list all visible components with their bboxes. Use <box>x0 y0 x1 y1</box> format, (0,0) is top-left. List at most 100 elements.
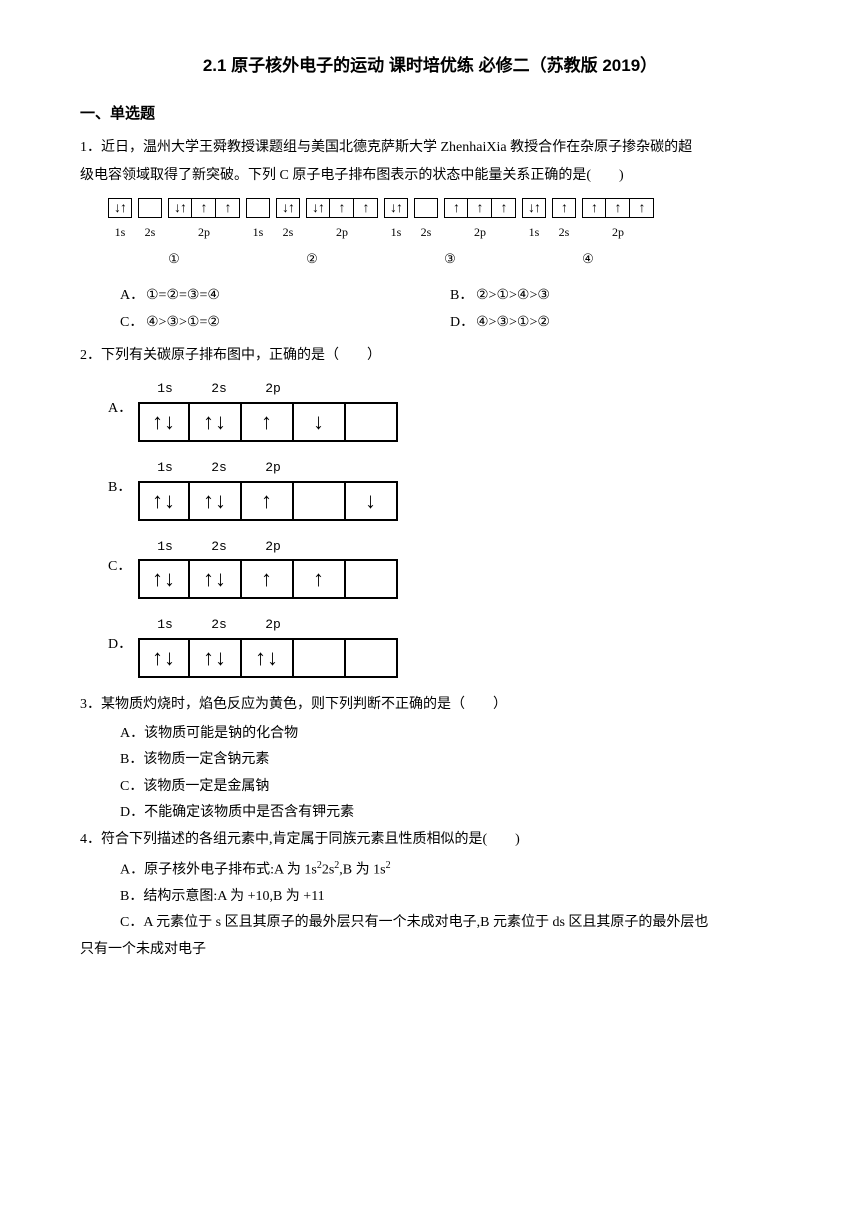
orbital-box <box>346 559 398 599</box>
orbital-box: ↑↓ <box>138 638 190 678</box>
diagram-number: ③ <box>444 247 456 272</box>
q2-options: A．1s2s2p↑↓↑↓↑↓B．1s2s2p↑↓↑↓↑↓C．1s2s2p↑↓↑↓… <box>80 377 780 678</box>
orbital-box: ↑↓ <box>190 402 242 442</box>
orbital-box: ↑↓ <box>138 481 190 521</box>
orbital-label <box>354 535 408 560</box>
opt-letter: A． <box>108 396 138 423</box>
orbital-box: ↑ <box>354 198 378 218</box>
q4-opt-a: A．原子核外电子排布式:A 为 1s22s2,B 为 1s2 <box>80 856 780 884</box>
orbital-group: ↓↑1s2s↓↑↑↑2p① <box>108 198 240 271</box>
orbital-box: ↑ <box>606 198 630 218</box>
orbital-box: ↓↑ <box>108 198 132 218</box>
diagram-number: ④ <box>582 247 594 272</box>
orbital-label: 1s <box>138 456 192 481</box>
orbital-label: 2p <box>246 613 300 638</box>
orbital-box <box>414 198 438 218</box>
orbital-label: 1s <box>138 377 192 402</box>
diagram-number: ① <box>168 247 180 272</box>
orbital-box: ↑ <box>242 402 294 442</box>
orbital-box: ↓↑ <box>384 198 408 218</box>
orbital-box: ↑ <box>582 198 606 218</box>
page-title: 2.1 原子核外电子的运动 课时培优练 必修二（苏教版 2019） <box>80 50 780 82</box>
orbital-label: 1s <box>529 221 540 244</box>
orbital-label: 2s <box>283 221 294 244</box>
orbital-label <box>354 613 408 638</box>
opt-letter: C． <box>120 310 146 337</box>
orbital-box <box>346 402 398 442</box>
orbital-label: 2s <box>421 221 432 244</box>
orbital-label: 2s <box>192 535 246 560</box>
orbital-box: ↑↓ <box>190 638 242 678</box>
q1-opt-d: ④>③>①>② <box>476 315 550 330</box>
orbital-box: ↑ <box>330 198 354 218</box>
orbital-box: ↓ <box>294 402 346 442</box>
orbital-group: ↓↑1s2s↑↑↑2p③ <box>384 198 516 271</box>
orbital-box: ↑↓ <box>138 559 190 599</box>
orbital-label: 2s <box>559 221 570 244</box>
q3-stem: 3．某物质灼烧时，焰色反应为黄色，则下列判断不正确的是（ ） <box>80 692 780 719</box>
orbital-box: ↑ <box>492 198 516 218</box>
q3-opt-b: B．该物质一定含钠元素 <box>80 747 780 774</box>
opt-letter: C． <box>108 554 138 581</box>
q4-stem: 4．符合下列描述的各组元素中,肯定属于同族元素且性质相似的是( ) <box>80 827 780 854</box>
orbital-box: ↑ <box>294 559 346 599</box>
orbital-label: 1s <box>138 535 192 560</box>
orbital-label <box>300 613 354 638</box>
q3-opt-d: D．不能确定该物质中是否含有钾元素 <box>80 800 780 827</box>
orbital-box <box>346 638 398 678</box>
orbital-label: 1s <box>115 221 126 244</box>
orbital-label: 2p <box>246 535 300 560</box>
orbital-box: ↑ <box>192 198 216 218</box>
q4-opt-c-line1: C．A 元素位于 s 区且其原子的最外层只有一个未成对电子,B 元素位于 ds … <box>80 910 780 937</box>
orbital-box: ↓↑ <box>168 198 192 218</box>
q1-options-row1: A．①=②=③=④ B．②>①>④>③ <box>80 283 780 310</box>
orbital-group: ↓↑1s↑2s↑↑↑2p④ <box>522 198 654 271</box>
opt-letter: B． <box>450 283 476 310</box>
opt-letter: D． <box>450 310 476 337</box>
q2-option: C．1s2s2p↑↓↑↓↑↑ <box>80 535 780 600</box>
q3-opt-c: C．该物质一定是金属钠 <box>80 774 780 801</box>
q1-opt-a: ①=②=③=④ <box>146 288 220 303</box>
orbital-label <box>354 456 408 481</box>
orbital-box: ↓↑ <box>522 198 546 218</box>
orbital-label: 2p <box>474 221 486 244</box>
orbital-box: ↑ <box>468 198 492 218</box>
opt-letter: A． <box>120 283 146 310</box>
orbital-box: ↑ <box>552 198 576 218</box>
orbital-label: 2p <box>336 221 348 244</box>
orbital-box: ↑ <box>242 481 294 521</box>
orbital-box: ↑↓ <box>190 559 242 599</box>
orbital-label: 1s <box>138 613 192 638</box>
orbital-label: 1s <box>253 221 264 244</box>
orbital-label: 2s <box>192 456 246 481</box>
orbital-box: ↓ <box>346 481 398 521</box>
opt-letter: D． <box>108 632 138 659</box>
opt-letter: B． <box>108 475 138 502</box>
q4-opt-c-line2: 只有一个未成对电子 <box>80 937 780 964</box>
q2-option: A．1s2s2p↑↓↑↓↑↓ <box>80 377 780 442</box>
orbital-label: 2p <box>246 456 300 481</box>
section-header: 一、单选题 <box>80 100 780 129</box>
q1-stem-line1: 1．近日，温州大学王舜教授课题组与美国北德克萨斯大学 ZhenhaiXia 教授… <box>80 135 780 162</box>
q2-option: D．1s2s2p↑↓↑↓↑↓ <box>80 613 780 678</box>
orbital-box: ↓↑ <box>276 198 300 218</box>
orbital-box: ↑↓ <box>190 481 242 521</box>
orbital-box: ↑ <box>630 198 654 218</box>
q1-options-row2: C．④>③>①=② D．④>③>①>② <box>80 310 780 337</box>
orbital-label <box>354 377 408 402</box>
q4-opt-b: B．结构示意图:A 为 +10,B 为 +11 <box>80 884 780 911</box>
orbital-label <box>300 535 354 560</box>
q1-opt-b: ②>①>④>③ <box>476 288 550 303</box>
orbital-label <box>300 456 354 481</box>
orbital-box: ↑ <box>444 198 468 218</box>
orbital-label: 2s <box>192 613 246 638</box>
orbital-box: ↑ <box>216 198 240 218</box>
orbital-box: ↓↑ <box>306 198 330 218</box>
orbital-box: ↑↓ <box>138 402 190 442</box>
orbital-label: 2p <box>612 221 624 244</box>
q1-opt-c: ④>③>①=② <box>146 315 220 330</box>
q2-stem: 2．下列有关碳原子排布图中，正确的是（ ） <box>80 343 780 370</box>
orbital-box: ↑ <box>242 559 294 599</box>
orbital-box: ↑↓ <box>242 638 294 678</box>
orbital-label: 2s <box>145 221 156 244</box>
